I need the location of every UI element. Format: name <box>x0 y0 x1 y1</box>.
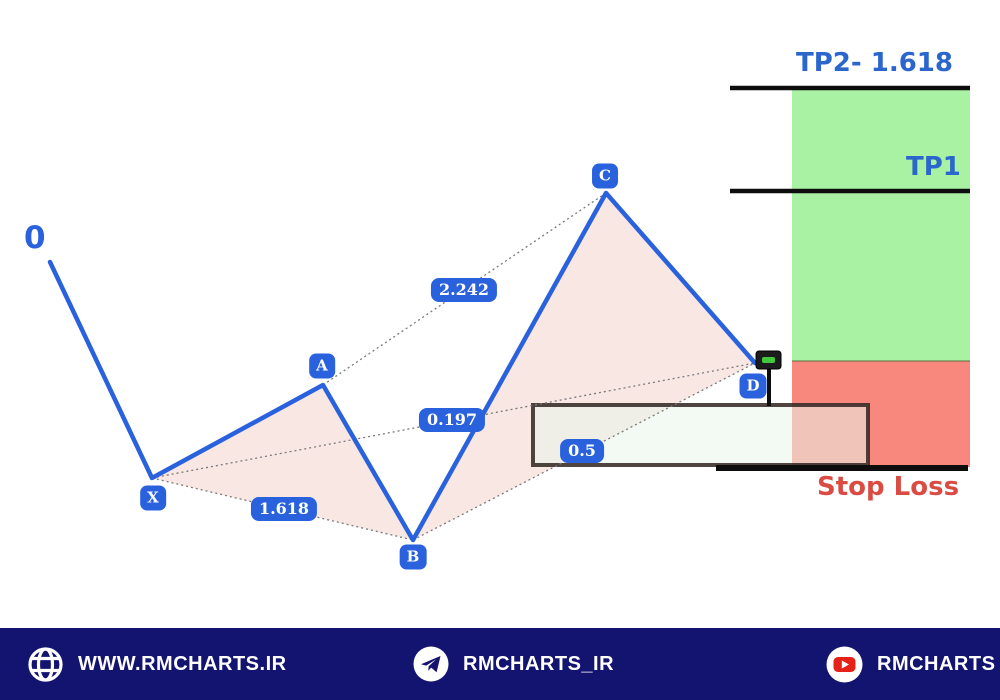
telegram-icon <box>413 646 449 682</box>
ratio-badge-ac: 2.242 <box>430 278 498 302</box>
point-badge-a: A <box>309 353 335 379</box>
youtube-icon <box>826 646 863 682</box>
entry-zone-box <box>531 403 870 467</box>
take-profit-zone <box>792 88 970 361</box>
bd-ratio-line <box>412 362 756 541</box>
footer-bar: WWW.RMCHARTS.IR RMCHARTS_IR RMCHARTS <box>0 628 1000 700</box>
ratio-badge-xb: 1.618 <box>250 497 318 521</box>
footer-website-label: WWW.RMCHARTS.IR <box>78 652 287 675</box>
ratio-badge-xd: 0.197 <box>418 408 486 432</box>
bcd-triangle-fill <box>413 193 755 540</box>
footer-youtube-label: RMCHARTS <box>877 652 996 675</box>
tp2-label: TP2- 1.618 <box>796 48 953 78</box>
xab-triangle-fill <box>152 385 413 540</box>
point-badge-c: C <box>592 163 618 189</box>
footer-item-youtube: RMCHARTS <box>826 628 995 700</box>
tp1-label: TP1 <box>906 152 961 182</box>
footer-item-website: WWW.RMCHARTS.IR <box>27 628 287 700</box>
ratio-badge-entry: 0.5 <box>560 439 604 463</box>
point-badge-x: X <box>140 485 166 511</box>
point-label-origin: 0 <box>24 220 46 256</box>
point-badge-b: B <box>399 544 427 570</box>
marker-flag-green-bar <box>762 357 775 363</box>
footer-telegram-label: RMCHARTS_IR <box>463 652 615 675</box>
long-position-marker-icon <box>755 350 782 406</box>
point-badge-d: D <box>739 373 767 399</box>
globe-icon <box>28 646 63 682</box>
pattern-chart-canvas <box>47 85 970 543</box>
stop-loss-label: Stop Loss <box>817 472 960 502</box>
footer-item-telegram: RMCHARTS_IR <box>413 628 614 700</box>
pattern-zigzag-path <box>47 190 758 543</box>
